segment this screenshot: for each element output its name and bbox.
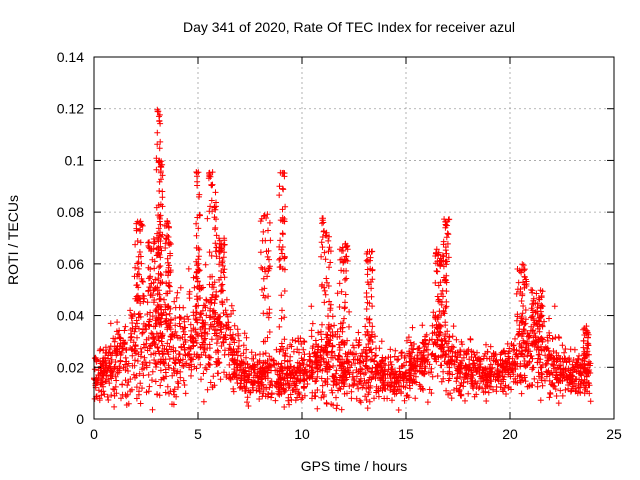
y-axis-label: ROTI / TECUs <box>5 195 21 285</box>
chart-title: Day 341 of 2020, Rate Of TEC Index for r… <box>183 19 515 35</box>
y-tick-label: 0.08 <box>57 204 84 220</box>
grid-lines <box>94 57 614 419</box>
plot-frame <box>93 56 615 420</box>
y-tick-labels: 0 0.02 0.04 0.06 0.08 0.1 0.12 0.14 <box>57 49 84 427</box>
x-tick-label: 0 <box>90 426 98 442</box>
x-tick-label: 5 <box>194 426 202 442</box>
scatter-points <box>91 106 594 413</box>
x-tick-label: 25 <box>606 426 622 442</box>
y-tick-label: 0.1 <box>65 152 85 168</box>
roti-points <box>91 106 594 413</box>
y-tick-label: 0.12 <box>57 101 84 117</box>
axis-ticks <box>93 56 615 420</box>
y-tick-label: 0.02 <box>57 359 84 375</box>
x-tick-labels: 0 5 10 15 20 25 <box>90 426 622 442</box>
y-tick-label: 0.04 <box>57 308 84 324</box>
y-tick-label: 0 <box>76 411 84 427</box>
x-tick-label: 20 <box>502 426 518 442</box>
x-tick-label: 10 <box>294 426 310 442</box>
x-tick-label: 15 <box>398 426 414 442</box>
y-tick-label: 0.14 <box>57 49 84 65</box>
y-tick-label: 0.06 <box>57 256 84 272</box>
x-axis-label: GPS time / hours <box>301 458 408 474</box>
